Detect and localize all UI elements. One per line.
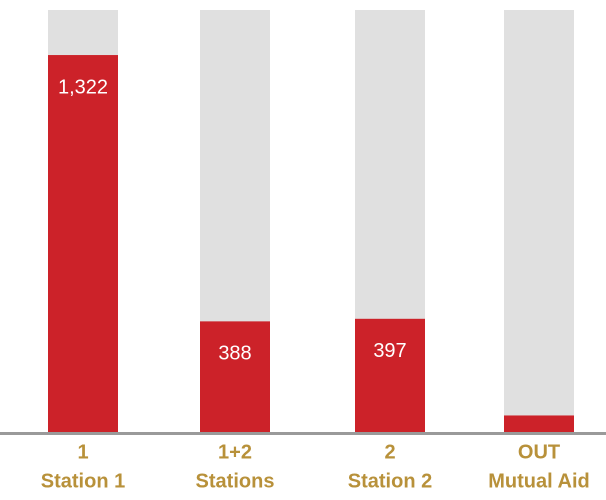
x-tick-label: 2 <box>384 441 395 463</box>
x-tick-label: Station 2 <box>348 470 432 492</box>
x-tick-label: Mutual Aid <box>488 470 589 492</box>
value-label: 58 <box>528 437 550 459</box>
bar <box>48 55 118 432</box>
bar-track <box>504 10 574 432</box>
value-label: 388 <box>218 343 251 365</box>
x-tick-label: Stations <box>196 470 275 492</box>
value-label: 397 <box>373 340 406 362</box>
bar <box>200 321 270 432</box>
bar <box>355 318 425 432</box>
x-tick-label: 1 <box>77 441 88 463</box>
value-label: 1,322 <box>58 76 108 98</box>
bar <box>504 415 574 432</box>
x-tick-label: Station 1 <box>41 470 125 492</box>
x-tick-label: OUT <box>518 441 560 463</box>
x-tick-label: 1+2 <box>218 441 252 463</box>
